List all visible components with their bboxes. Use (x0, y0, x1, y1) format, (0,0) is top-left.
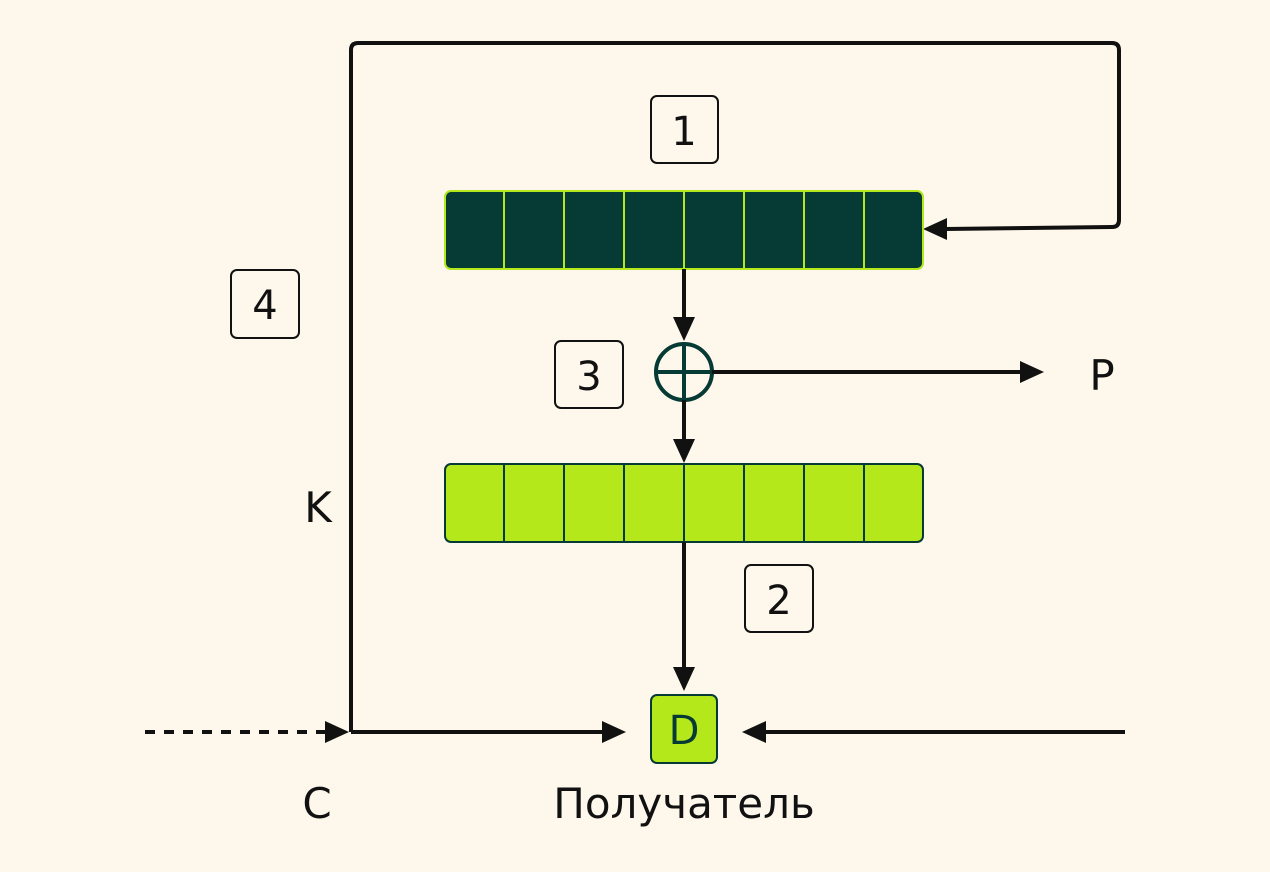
d-label: D (669, 708, 700, 754)
k-label: K (304, 483, 333, 532)
step-4-label: 4 (252, 283, 277, 329)
feedback-arrowhead (923, 218, 947, 240)
right-to-d-arrowhead (742, 721, 766, 743)
top-register (444, 190, 924, 270)
step-1-box: 1 (650, 95, 719, 164)
step-2-box: 2 (744, 564, 814, 633)
d-box (650, 694, 718, 764)
feedback-loop-line (349, 41, 1121, 732)
receiver-label: Получатель (553, 779, 814, 828)
ciphertext-arrowhead (325, 721, 349, 743)
step-3-box: 3 (554, 340, 624, 409)
register-to-d-arrowhead (673, 667, 695, 691)
step-2-label: 2 (766, 578, 791, 624)
c-label: C (302, 779, 331, 828)
xor-to-p-arrowhead (1020, 361, 1044, 383)
register-to-xor-arrowhead (673, 317, 695, 341)
bottom-register (444, 463, 924, 543)
step-3-label: 3 (576, 354, 601, 400)
step-4-box: 4 (230, 269, 300, 339)
p-label: P (1089, 351, 1114, 400)
step-1-label: 1 (671, 109, 696, 155)
xor-to-register-arrowhead (673, 439, 695, 463)
xor-icon (654, 342, 714, 402)
k-to-d-arrowhead (602, 721, 626, 743)
